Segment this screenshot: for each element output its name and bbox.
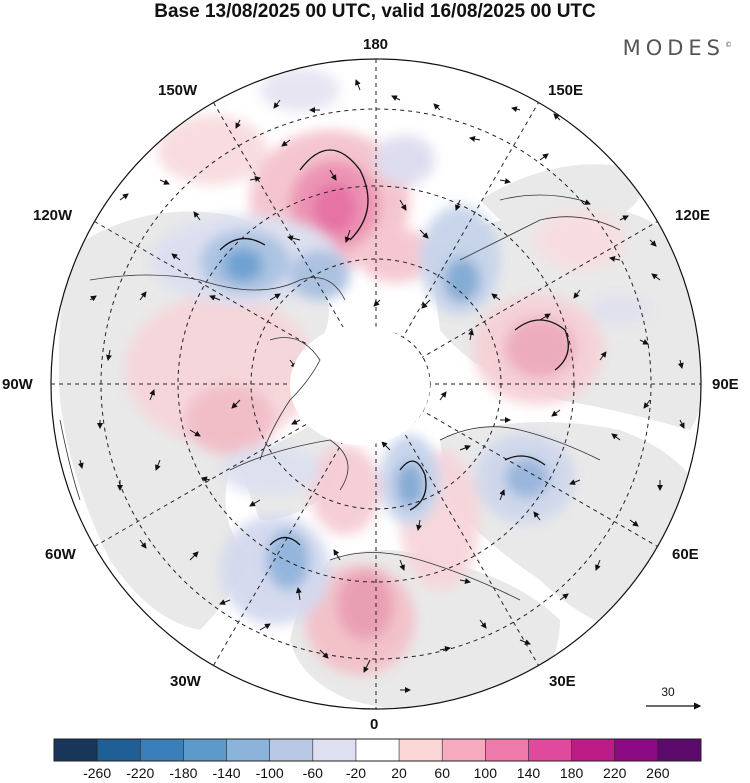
polar-cap: [290, 325, 430, 445]
lon-label-90w: 90W: [2, 376, 33, 393]
colorbar-tick-label: -180: [169, 765, 197, 781]
brand-mark: ©: [725, 41, 732, 49]
lon-label-30w: 30W: [170, 673, 201, 690]
colorbar: -260 -220 -180 -140 -100 -60 -20 20 60 100 140 180 2…: [53, 738, 702, 781]
colorbar-tick-label: 260: [646, 765, 670, 781]
colorbar-tick-label: -260: [83, 765, 111, 781]
colorbar-tick-label: 20: [391, 765, 407, 781]
lon-label-150w: 150W: [158, 82, 198, 99]
colorbar-tick-label: 140: [517, 765, 541, 781]
colorbar-tick-label: -220: [126, 765, 154, 781]
colorbar-swatch: [442, 739, 486, 761]
colorbar-swatch: [355, 739, 400, 761]
coastlines: [59, 194, 621, 601]
colorbar-tick-label: -20: [346, 765, 366, 781]
colorbar-tick-label: 180: [560, 765, 584, 781]
lon-label-60w: 60W: [45, 546, 76, 563]
colorbar-tick-label: -140: [213, 765, 241, 781]
colorbar-swatch: [140, 739, 184, 761]
lon-label-90e: 90E: [712, 376, 739, 393]
colorbar-swatch: [571, 739, 616, 761]
map-title: Base 13/08/2025 00 UTC, valid 16/08/2025…: [154, 1, 596, 22]
lon-label-180: 180: [363, 36, 389, 53]
colorbar-swatch: [269, 739, 314, 761]
lon-label-0: 0: [370, 716, 379, 733]
map-disk: [51, 59, 701, 709]
colorbar-outline: [53, 738, 702, 762]
wind-reference-vector: 30: [646, 685, 702, 710]
lon-label-120w: 120W: [33, 207, 73, 224]
circulation-lines: [219, 149, 569, 546]
colorbar-swatch: [183, 739, 227, 761]
wind-vectors: [77, 79, 685, 693]
colorbar-tick-label: 60: [434, 765, 450, 781]
colorbar-swatch: [226, 739, 270, 761]
colorbar-tick-label: -60: [303, 765, 323, 781]
lon-label-120e: 120E: [675, 207, 711, 224]
colorbar-swatch: [97, 739, 141, 761]
colorbar-swatch: [54, 739, 98, 761]
colorbar-tick-label: 220: [603, 765, 627, 781]
colorbar-swatch: [312, 739, 357, 761]
colorbar-swatch: [399, 739, 443, 761]
colorbar-swatch: [614, 739, 659, 761]
brand-text: MODES: [622, 36, 725, 60]
lon-label-60e: 60E: [672, 546, 699, 563]
modes-logo: MODES©: [623, 36, 732, 60]
lon-label-30e: 30E: [549, 673, 576, 690]
colorbar-swatch: [657, 739, 702, 761]
wind-reference-label: 30: [661, 685, 675, 699]
lon-label-150e: 150E: [548, 82, 584, 99]
colorbar-tick-label: 100: [474, 765, 498, 781]
colorbar-swatch: [528, 739, 572, 761]
colorbar-swatch: [485, 739, 529, 761]
map-boundary: [50, 58, 702, 710]
colorbar-tick-label: -100: [256, 765, 284, 781]
